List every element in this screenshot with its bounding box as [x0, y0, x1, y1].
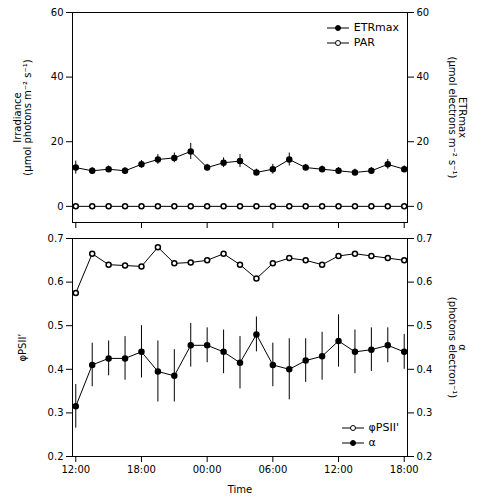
- svg-text:20: 20: [51, 136, 64, 147]
- svg-text:α(photons electron⁻¹): α(photons electron⁻¹): [447, 297, 468, 399]
- html-text:φPSII': φPSII': [368, 421, 399, 434]
- html-text:PAR: PAR: [353, 36, 375, 49]
- svg-text:0: 0: [57, 201, 63, 212]
- svg-text:06:00: 06:00: [258, 464, 287, 475]
- svg-text:0: 0: [417, 201, 423, 212]
- svg-text:0.3: 0.3: [48, 407, 64, 418]
- html-text:ETRmax: ETRmax: [353, 21, 399, 34]
- svg-text:0.2: 0.2: [417, 451, 433, 462]
- svg-text:40: 40: [417, 71, 430, 82]
- svg-text:0.6: 0.6: [417, 276, 433, 287]
- svg-text:18:00: 18:00: [390, 464, 419, 475]
- svg-text:Time: Time: [227, 484, 252, 495]
- svg-text:Irradiance(μmol photons m⁻² s⁻: Irradiance(μmol photons m⁻² s⁻¹): [12, 59, 33, 175]
- svg-text:12:00: 12:00: [324, 464, 353, 475]
- svg-text:12:00: 12:00: [61, 464, 90, 475]
- svg-text:0.4: 0.4: [48, 364, 64, 375]
- svg-text:0.7: 0.7: [417, 233, 433, 244]
- svg-text:20: 20: [417, 136, 430, 147]
- svg-text:40: 40: [51, 71, 64, 82]
- svg-text:0.5: 0.5: [48, 320, 64, 331]
- svg-text:0.3: 0.3: [417, 407, 433, 418]
- svg-text:60: 60: [417, 7, 430, 18]
- svg-text:0.5: 0.5: [417, 320, 433, 331]
- svg-text:0.6: 0.6: [48, 276, 64, 287]
- svg-text:18:00: 18:00: [127, 464, 156, 475]
- svg-text:0.7: 0.7: [48, 233, 64, 244]
- svg-text:00:00: 00:00: [193, 464, 222, 475]
- html-text:α: α: [368, 436, 376, 449]
- svg-text:φPSII’: φPSII’: [17, 333, 28, 361]
- svg-text:60: 60: [51, 7, 64, 18]
- svg-text:0.2: 0.2: [48, 451, 64, 462]
- svg-text:ETRmax(μmol electrons m⁻² s⁻¹): ETRmax(μmol electrons m⁻² s⁻¹): [447, 57, 468, 179]
- svg-text:0.4: 0.4: [417, 364, 433, 375]
